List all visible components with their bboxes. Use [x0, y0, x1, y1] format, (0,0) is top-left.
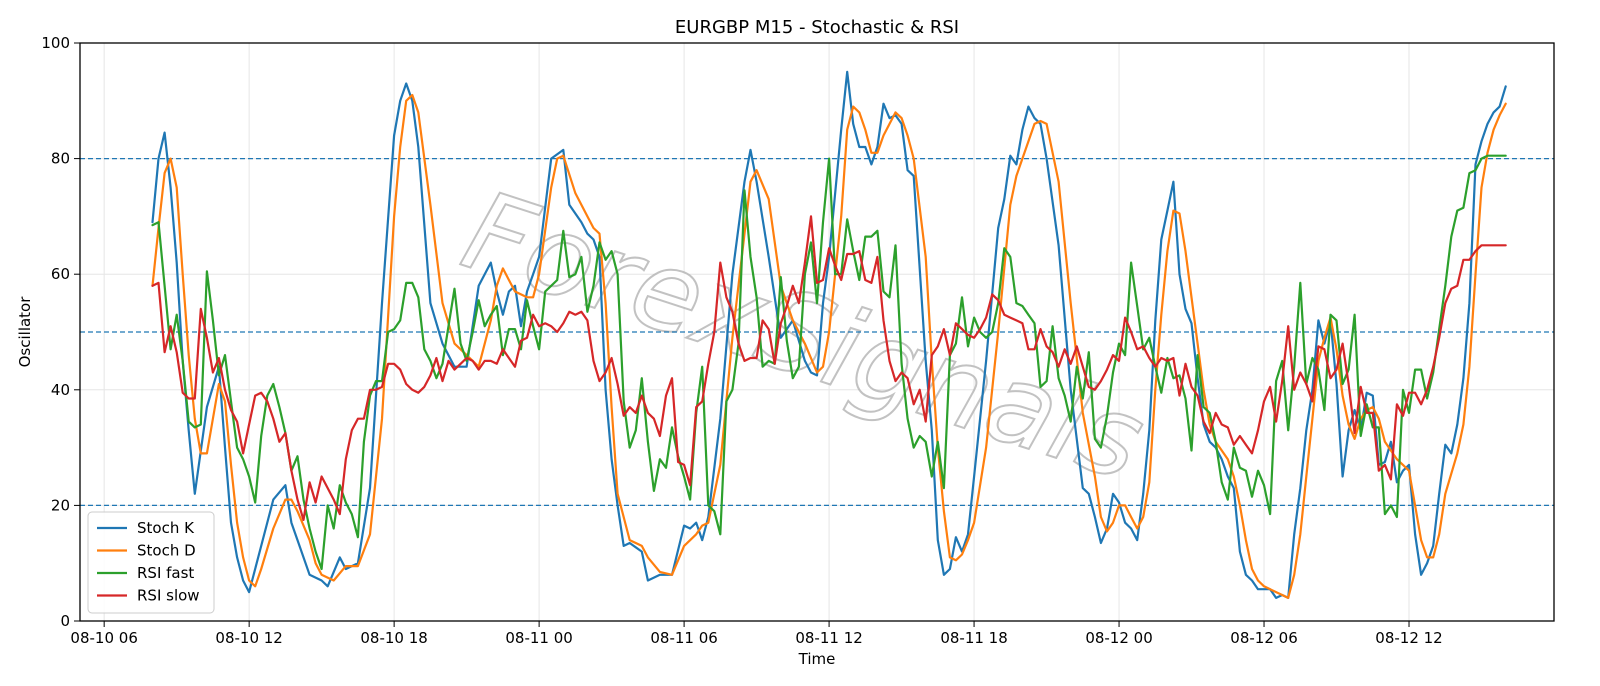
x-axis-ticks: 08-10 06 08-10 12 08-10 18 08-11 00 08-11 06… — [70, 621, 1443, 647]
plot-frame — [79, 42, 1555, 622]
series-line-stoch-k — [151, 70, 1507, 599]
y-tick-label: 80 — [51, 150, 70, 168]
series-lines — [151, 70, 1507, 599]
x-tick-label: 08-10 12 — [215, 629, 282, 647]
legend-label: Stoch K — [137, 519, 195, 537]
x-axis-title: Time — [798, 650, 836, 668]
y-axis-ticks: 0 20 40 60 80 100 — [41, 34, 80, 630]
x-tick-label: 08-11 18 — [940, 629, 1007, 647]
y-tick-label: 100 — [41, 34, 70, 52]
x-tick-label: 08-11 00 — [505, 629, 572, 647]
legend: Stoch K Stoch D RSI fast RSI slow — [87, 511, 215, 614]
legend-box — [87, 511, 215, 614]
x-tick-label: 08-11 12 — [795, 629, 862, 647]
y-tick-label: 60 — [51, 265, 70, 283]
x-tick-label: 08-12 06 — [1230, 629, 1297, 647]
y-tick-label: 20 — [51, 496, 70, 514]
y-tick-label: 40 — [51, 381, 70, 399]
reference-lines — [80, 157, 1554, 507]
legend-label: RSI slow — [137, 587, 200, 605]
y-tick-label: 0 — [60, 612, 70, 630]
x-tick-label: 08-10 06 — [70, 629, 137, 647]
series-line-rsi-slow — [151, 215, 1507, 521]
legend-label: Stoch D — [137, 542, 196, 560]
chart-title: EURGBP M15 - Stochastic & RSI — [675, 17, 959, 38]
x-tick-label: 08-10 18 — [360, 629, 427, 647]
legend-label: RSI fast — [137, 564, 194, 582]
series-line-rsi-fast — [151, 154, 1507, 571]
y-axis-title: Oscillator — [16, 296, 34, 368]
x-tick-label: 08-11 06 — [650, 629, 717, 647]
x-tick-label: 08-12 12 — [1375, 629, 1442, 647]
legend-items: Stoch K Stoch D RSI fast RSI slow — [97, 519, 200, 605]
x-tick-label: 08-12 00 — [1085, 629, 1152, 647]
